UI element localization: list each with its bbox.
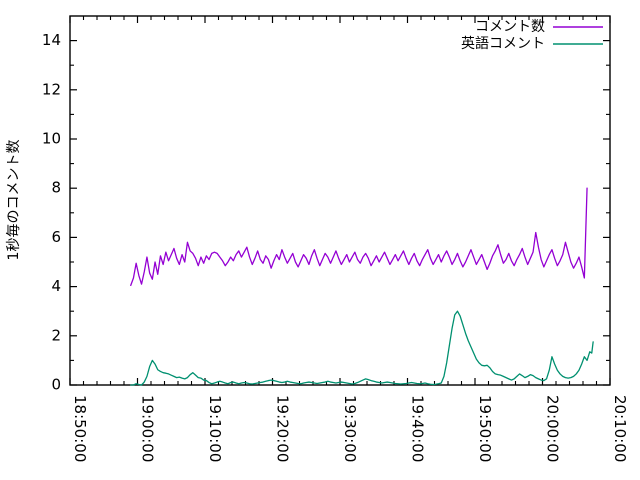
y-tick-label: 14 — [42, 31, 61, 49]
x-tick-label: 19:00:00 — [139, 395, 157, 462]
y-tick-label: 4 — [51, 277, 61, 295]
legend-label-1: 英語コメント — [461, 35, 545, 52]
x-tick-label: 19:50:00 — [476, 395, 494, 462]
x-tick-label: 20:00:00 — [544, 395, 562, 462]
x-tick-label: 19:20:00 — [274, 395, 292, 462]
y-tick-label: 2 — [51, 326, 61, 344]
y-tick-label: 8 — [51, 179, 61, 197]
x-tick-label: 19:40:00 — [409, 395, 427, 462]
x-tick-label: 19:10:00 — [206, 395, 224, 462]
x-tick-label: 18:50:00 — [71, 395, 89, 462]
y-tick-label: 0 — [51, 376, 61, 394]
y-tick-label: 12 — [42, 80, 61, 98]
x-axis-ticks: 18:50:00 19:00:00 19:10:00 19:20:00 19:30:00… — [69, 16, 629, 462]
legend-label-0: コメント数 — [475, 19, 545, 35]
series-lines — [130, 187, 594, 386]
plot-border — [69, 15, 611, 386]
series-line-1 — [130, 310, 594, 386]
plot-frame — [69, 15, 611, 386]
x-tick-label: 20:10:00 — [611, 395, 629, 462]
y-axis-title: 1秒毎のコメント数 — [6, 140, 22, 261]
y-tick-label: 10 — [42, 130, 61, 148]
y-axis-title-text: 1秒毎のコメント数 — [6, 140, 22, 261]
y-tick-label: 6 — [51, 228, 61, 246]
series-line-0 — [130, 187, 588, 287]
y-axis-ticks: 0 2 4 6 8 10 12 14 — [42, 31, 610, 394]
x-tick-label: 19:30:00 — [341, 395, 359, 462]
